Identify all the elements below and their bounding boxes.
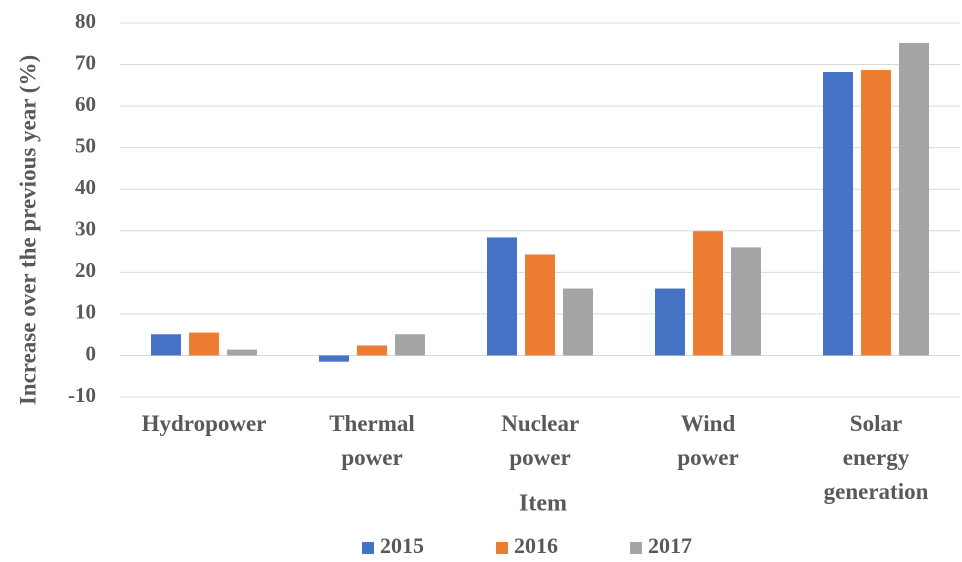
y-tick-label: 20 [75, 258, 96, 282]
y-tick-label: 10 [75, 300, 96, 324]
y-tick-label: 80 [75, 9, 96, 33]
y-tick-label: 0 [86, 341, 97, 365]
bar [899, 42, 929, 356]
y-tick-label: 70 [75, 50, 96, 74]
legend-swatch [496, 542, 508, 554]
bar [189, 332, 219, 356]
bar [731, 247, 761, 356]
y-tick-label: 30 [75, 217, 96, 241]
legend-swatch [630, 542, 642, 554]
legend-label: 2017 [648, 533, 692, 558]
bar [525, 254, 555, 356]
x-tick-label: Hydropower [141, 411, 267, 436]
y-tick-label: 40 [75, 175, 96, 199]
y-axis-title: Increase over the previous year (%) [15, 55, 40, 405]
x-tick-label: Thermal power [329, 411, 415, 470]
bar [319, 355, 349, 362]
x-tick-label: Nuclear power [501, 411, 580, 470]
bar [693, 231, 723, 356]
y-tick-label: 60 [75, 92, 96, 116]
bar [487, 237, 517, 356]
y-tick-label: 50 [75, 133, 96, 157]
bar [563, 288, 593, 356]
y-tick-label: -10 [68, 383, 96, 407]
bar [227, 349, 257, 356]
legend-label: 2015 [380, 533, 424, 558]
bar [357, 345, 387, 356]
legend-swatch [362, 542, 374, 554]
bar [823, 72, 853, 356]
bar [861, 69, 891, 356]
bar [151, 334, 181, 356]
x-tick-label: Solar energy generation [823, 411, 929, 504]
x-tick-label: Wind power [677, 411, 739, 470]
x-axis-title: Item [519, 491, 567, 517]
legend-label: 2016 [514, 533, 558, 558]
bar [395, 334, 425, 356]
bar [655, 288, 685, 356]
